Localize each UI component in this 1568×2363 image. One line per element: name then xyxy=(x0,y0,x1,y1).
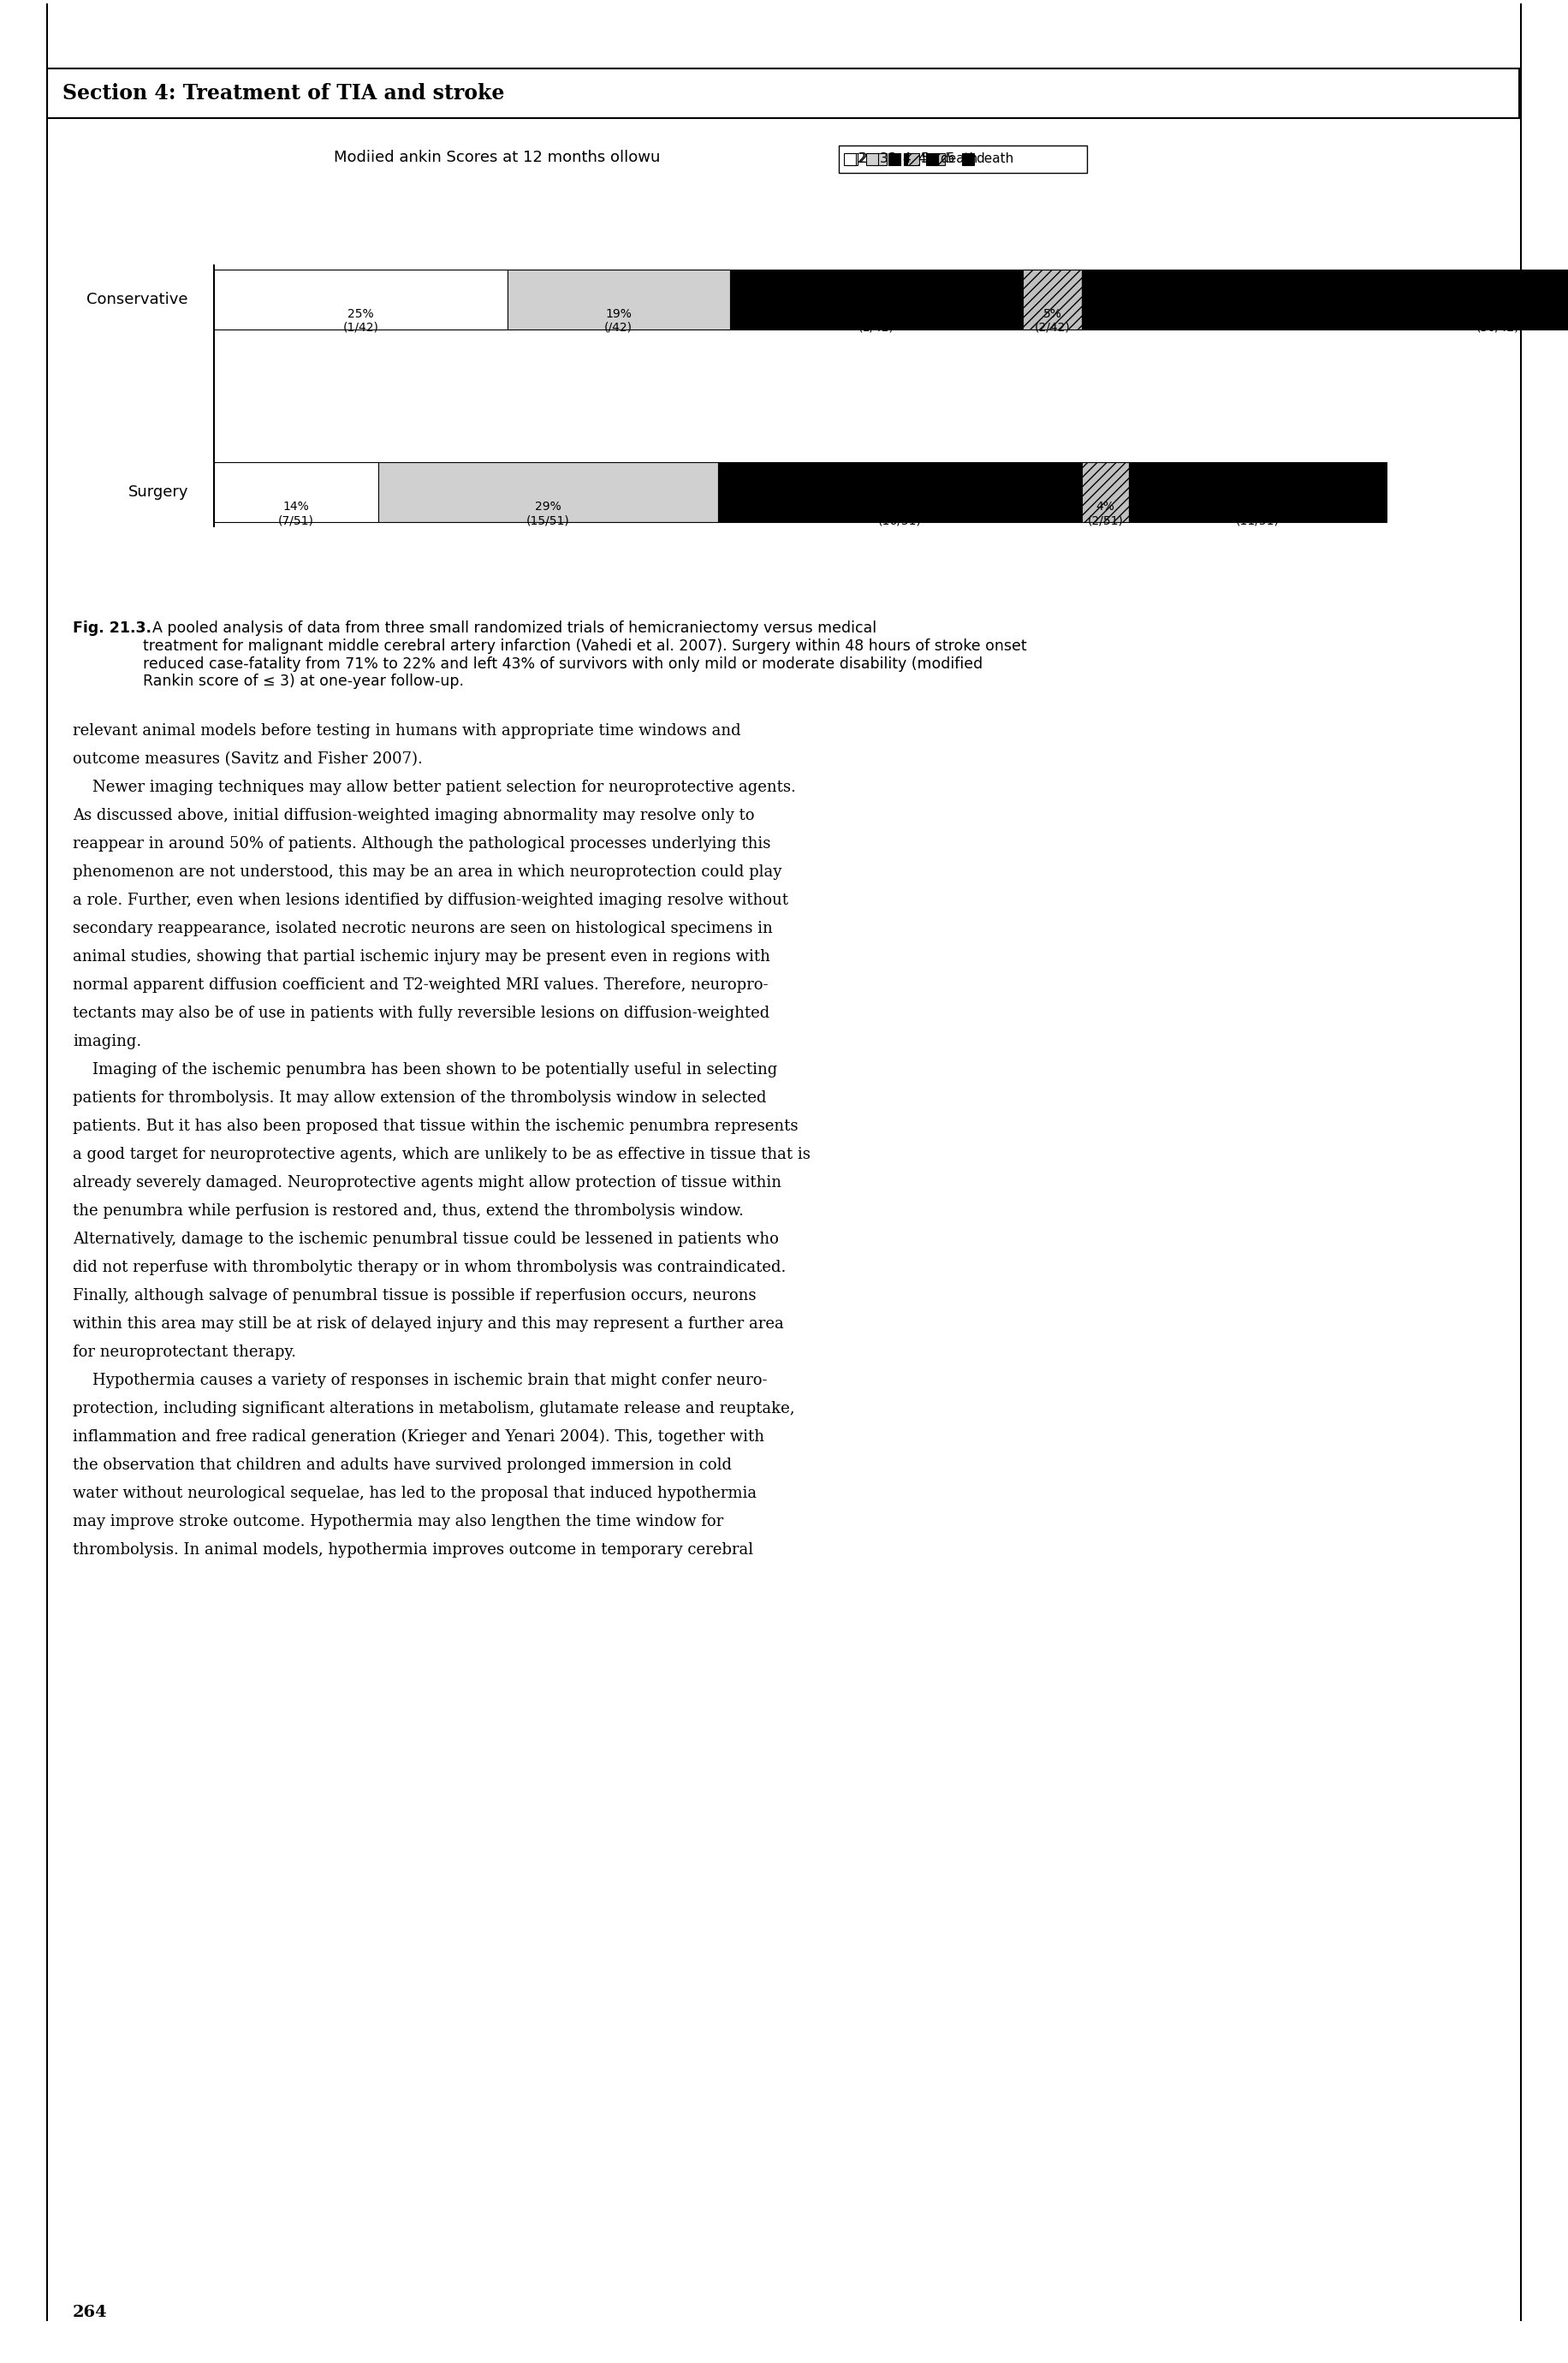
Bar xyxy=(1129,463,1386,522)
Bar xyxy=(903,154,916,165)
Text: A pooled analysis of data from three small randomized trials of hemicraniectomy : A pooled analysis of data from three sma… xyxy=(143,621,1027,690)
Text: 3: 3 xyxy=(880,154,887,165)
Text: 19%
(/42): 19% (/42) xyxy=(604,307,632,333)
Text: Section 4: Treatment of TIA and stroke: Section 4: Treatment of TIA and stroke xyxy=(63,83,505,104)
Text: secondary reappearance, isolated necrotic neurons are seen on histological speci: secondary reappearance, isolated necroti… xyxy=(72,922,773,936)
Text: within this area may still be at risk of delayed injury and this may represent a: within this area may still be at risk of… xyxy=(72,1316,784,1333)
Text: 25%
(1/42): 25% (1/42) xyxy=(859,307,894,333)
Text: 14%
(7/51): 14% (7/51) xyxy=(278,501,314,527)
Text: phenomenon are not understood, this may be an area in which neuroprotection coul: phenomenon are not understood, this may … xyxy=(72,865,782,879)
Bar xyxy=(908,154,919,165)
Text: tectants may also be of use in patients with fully reversible lesions on diffusi: tectants may also be of use in patients … xyxy=(72,1007,770,1021)
Text: patients. But it has also been proposed that tissue within the ischemic penumbra: patients. But it has also been proposed … xyxy=(72,1118,798,1134)
Text: 22%
(11/51): 22% (11/51) xyxy=(1236,501,1279,527)
Bar xyxy=(844,154,856,165)
FancyBboxPatch shape xyxy=(47,69,1519,118)
Text: protection, including significant alterations in metabolism, glutamate release a: protection, including significant altera… xyxy=(72,1401,795,1415)
Text: death: death xyxy=(939,154,977,165)
Text: animal studies, showing that partial ischemic injury may be present even in regi: animal studies, showing that partial isc… xyxy=(72,950,770,964)
Text: patients for thrombolysis. It may allow extension of the thrombolysis window in : patients for thrombolysis. It may allow … xyxy=(72,1089,767,1106)
Text: Modiied ankin Scores at 12 months ollowu: Modiied ankin Scores at 12 months ollowu xyxy=(334,149,660,165)
Text: the observation that children and adults have survived prolonged immersion in co: the observation that children and adults… xyxy=(72,1458,732,1472)
Text: 3: 3 xyxy=(889,154,897,165)
Text: Surgery: Surgery xyxy=(129,484,188,501)
Text: Finally, although salvage of penumbral tissue is possible if reperfusion occurs,: Finally, although salvage of penumbral t… xyxy=(72,1288,756,1304)
Text: thrombolysis. In animal models, hypothermia improves outcome in temporary cerebr: thrombolysis. In animal models, hypother… xyxy=(72,1543,753,1557)
Text: 31%
(16/51): 31% (16/51) xyxy=(878,501,922,527)
Bar xyxy=(845,154,858,165)
Text: 4: 4 xyxy=(902,154,911,165)
Text: outcome measures (Savitz and Fisher 2007).: outcome measures (Savitz and Fisher 2007… xyxy=(72,751,423,768)
Text: 71%
(30/42): 71% (30/42) xyxy=(1477,307,1519,333)
Bar xyxy=(1082,463,1129,522)
Text: for neuroprotectant therapy.: for neuroprotectant therapy. xyxy=(72,1345,296,1361)
Text: already severely damaged. Neuroprotective agents might allow protection of tissu: already severely damaged. Neuroprotectiv… xyxy=(72,1174,781,1191)
Bar xyxy=(506,269,731,328)
Text: Conservative: Conservative xyxy=(86,293,188,307)
Bar xyxy=(731,269,1022,328)
Text: water without neurological sequelae, has led to the proposal that induced hypoth: water without neurological sequelae, has… xyxy=(72,1486,757,1501)
Text: 4: 4 xyxy=(917,154,925,165)
Text: a good target for neuroprotective agents, which are unlikely to be as effective : a good target for neuroprotective agents… xyxy=(72,1146,811,1163)
Text: inflammation and free radical generation (Krieger and Yenari 2004). This, togeth: inflammation and free radical generation… xyxy=(72,1430,764,1444)
Text: imaging.: imaging. xyxy=(72,1035,141,1049)
Text: 5: 5 xyxy=(947,154,955,165)
Text: 5%
(2/42): 5% (2/42) xyxy=(1035,307,1071,333)
Text: 4%
(2/51): 4% (2/51) xyxy=(1087,501,1123,527)
Text: death: death xyxy=(975,154,1013,165)
Text: 264: 264 xyxy=(72,2304,108,2320)
Bar xyxy=(963,154,974,165)
Text: a role. Further, even when lesions identified by diffusion-weighted imaging reso: a role. Further, even when lesions ident… xyxy=(72,893,789,907)
Bar xyxy=(866,154,878,165)
FancyBboxPatch shape xyxy=(839,147,1087,172)
Text: the penumbra while perfusion is restored and, thus, extend the thrombolysis wind: the penumbra while perfusion is restored… xyxy=(72,1203,743,1219)
Bar xyxy=(718,463,1082,522)
Text: did not reperfuse with thrombolytic therapy or in whom thrombolysis was contrain: did not reperfuse with thrombolytic ther… xyxy=(72,1259,786,1276)
Text: Fig. 21.3.: Fig. 21.3. xyxy=(72,621,152,636)
Text: 2: 2 xyxy=(858,154,866,165)
Text: normal apparent diffusion coefficient and T2-weighted MRI values. Therefore, neu: normal apparent diffusion coefficient an… xyxy=(72,978,768,992)
Text: 5: 5 xyxy=(920,154,930,165)
Bar xyxy=(1082,269,1568,328)
Text: As discussed above, initial diffusion-weighted imaging abnormality may resolve o: As discussed above, initial diffusion-we… xyxy=(72,808,754,822)
Text: Hypothermia causes a variety of responses in ischemic brain that might confer ne: Hypothermia causes a variety of response… xyxy=(72,1373,767,1387)
Bar xyxy=(1022,269,1082,328)
Bar xyxy=(213,463,378,522)
Text: Alternatively, damage to the ischemic penumbral tissue could be lessened in pati: Alternatively, damage to the ischemic pe… xyxy=(72,1231,779,1248)
Bar xyxy=(213,269,506,328)
Text: may improve stroke outcome. Hypothermia may also lengthen the time window for: may improve stroke outcome. Hypothermia … xyxy=(72,1515,723,1529)
Text: Newer imaging techniques may allow better patient selection for neuroprotective : Newer imaging techniques may allow bette… xyxy=(72,780,797,794)
Text: 2: 2 xyxy=(859,154,867,165)
Bar xyxy=(927,154,938,165)
Bar xyxy=(889,154,900,165)
Text: 29%
(15/51): 29% (15/51) xyxy=(527,501,569,527)
Text: reappear in around 50% of patients. Although the pathological processes underlyi: reappear in around 50% of patients. Alth… xyxy=(72,837,770,851)
Text: 25%
(1/42): 25% (1/42) xyxy=(343,307,378,333)
Bar xyxy=(378,463,718,522)
Bar xyxy=(875,154,887,165)
Text: Imaging of the ischemic penumbra has been shown to be potentially useful in sele: Imaging of the ischemic penumbra has bee… xyxy=(72,1061,778,1078)
Text: relevant animal models before testing in humans with appropriate time windows an: relevant animal models before testing in… xyxy=(72,723,742,740)
Bar xyxy=(933,154,946,165)
